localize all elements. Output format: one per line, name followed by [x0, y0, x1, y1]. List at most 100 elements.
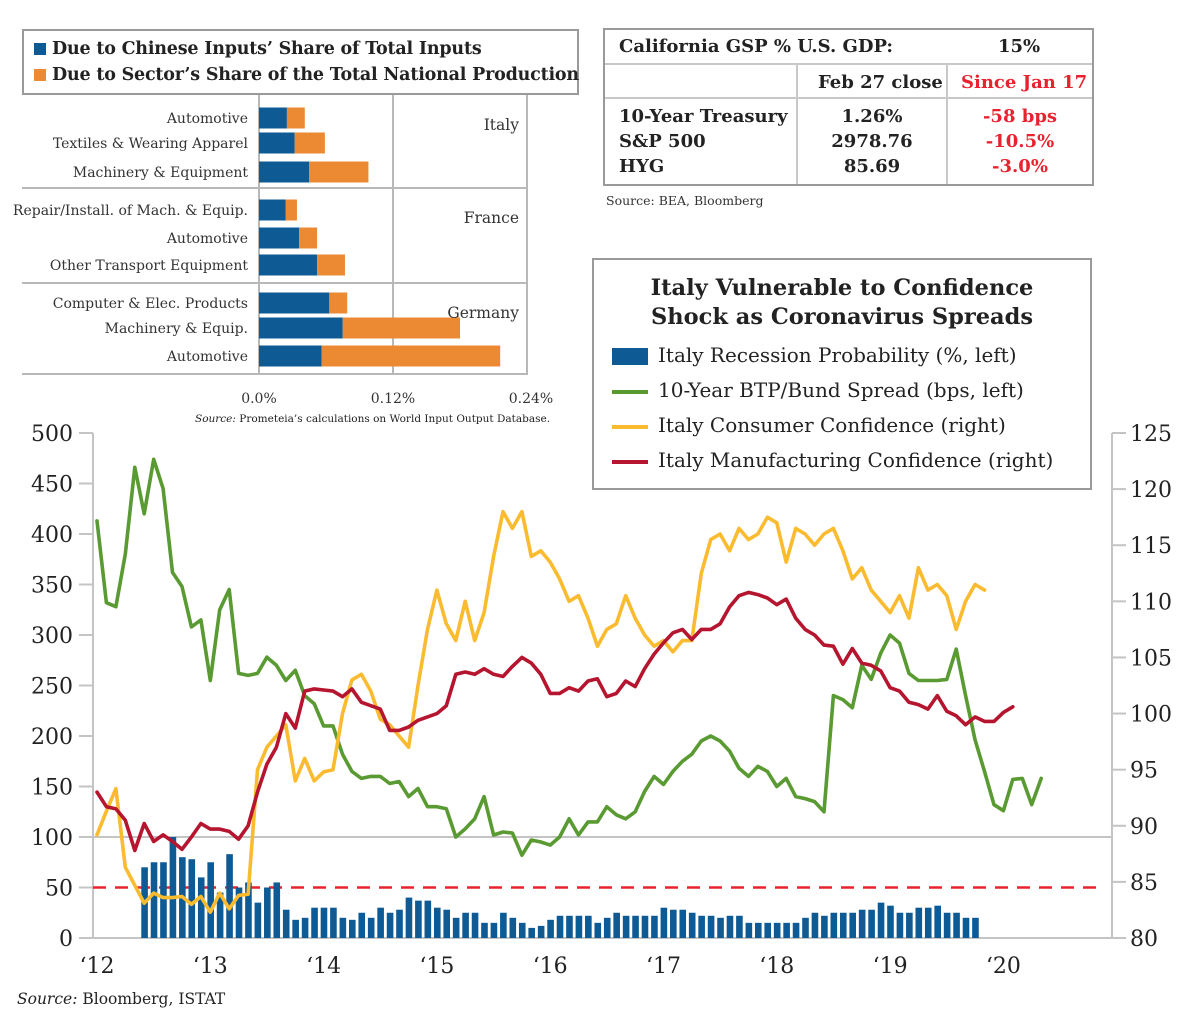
source-label: Source:: [195, 413, 236, 425]
recession-probability-bar: [972, 917, 979, 938]
recession-probability-bar: [594, 922, 602, 938]
recession-probability-bar: [386, 912, 394, 938]
recession-probability-bar: [877, 902, 885, 938]
chart-title-line2: Shock as Coronavirus Spreads: [651, 304, 1033, 330]
yellow-line-icon: [612, 424, 648, 429]
orange-square-icon: [34, 69, 46, 81]
x-tick-label: ‘15: [419, 954, 454, 979]
manufacturing-confidence-line: [95, 590, 1015, 853]
legend-label: Italy Manufacturing Confidence (right): [658, 448, 1054, 472]
recession-probability-bar: [821, 915, 828, 938]
category-label: Automotive: [166, 231, 248, 247]
recession-probability-bar: [377, 907, 384, 938]
recession-probability-bar: [235, 887, 243, 938]
recession-probability-bar: [896, 912, 904, 938]
recession-probability-bar: [566, 915, 573, 938]
legend-item-recession: Italy Recession Probability (%, left): [612, 343, 1017, 367]
recession-probability-bar: [396, 909, 403, 938]
right-tick-label: 120: [1130, 478, 1172, 503]
red-line-icon: [612, 459, 648, 464]
recession-probability-bar: [622, 915, 630, 938]
right-tick-label: 105: [1130, 646, 1172, 671]
country-label: France: [464, 209, 519, 227]
recession-probability-bar: [339, 917, 347, 938]
x-tick-label: ‘16: [533, 954, 568, 979]
row-change: -10.5%: [985, 131, 1055, 152]
right-tick-label: 115: [1130, 534, 1172, 559]
recession-probability-bar: [641, 915, 649, 938]
legend-item-consumer: Italy Consumer Confidence (right): [612, 413, 1006, 437]
recession-probability-bar: [245, 882, 252, 938]
row-name: HYG: [619, 156, 665, 177]
category-label: Other Transport Equipment: [50, 258, 249, 274]
x-tick-label: 0.24%: [509, 391, 553, 407]
recession-probability-bar: [443, 909, 451, 938]
right-tick-label: 125: [1130, 422, 1172, 447]
bar-chinese-inputs: [259, 107, 287, 129]
bar-sector-share: [342, 317, 460, 339]
recession-probability-bar: [528, 927, 535, 938]
recession-probability-bar: [264, 887, 271, 938]
recession-probability-bar: [509, 917, 517, 938]
bar-sector-share: [285, 199, 297, 221]
legend-label: Italy Consumer Confidence (right): [658, 413, 1006, 437]
recession-probability-bar: [736, 915, 743, 938]
left-tick-label: 400: [31, 523, 73, 548]
bar-chinese-inputs: [259, 199, 286, 221]
recession-probability-bar: [207, 862, 214, 938]
recession-probability-bar: [292, 919, 299, 938]
left-tick-label: 450: [31, 473, 73, 498]
recession-probability-bar: [783, 922, 790, 938]
source-label: Source:: [17, 990, 78, 1008]
bar-sector-share: [286, 107, 305, 129]
col-header-change: Since Jan 17: [961, 72, 1088, 93]
recession-probability-bar: [924, 907, 932, 938]
recession-probability-bar: [839, 912, 847, 938]
market-table: California GSP % U.S. GDP: 15% Feb 27 cl…: [603, 28, 1094, 186]
recession-probability-bar: [887, 905, 894, 938]
legend-item-chinese-inputs: Due to Chinese Inputs’ Share of Total In…: [34, 39, 482, 59]
x-tick-label: ‘13: [193, 954, 228, 979]
legend-item-manufacturing: Italy Manufacturing Confidence (right): [612, 448, 1053, 472]
recession-probability-bar: [943, 912, 951, 938]
bar-sector-share: [294, 132, 325, 154]
recession-probability-bar: [273, 882, 281, 938]
bar-sector-share: [309, 161, 369, 183]
bar-chinese-inputs: [259, 161, 310, 183]
bar-chinese-inputs: [259, 227, 300, 249]
recession-probability-bar: [717, 917, 724, 938]
recession-probability-bar: [254, 902, 262, 938]
recession-probability-bar: [320, 907, 328, 938]
recession-probability-bar: [754, 922, 762, 938]
right-tick-label: 85: [1130, 871, 1158, 896]
recession-probability-bar: [349, 919, 356, 938]
x-tick-label: ‘20: [986, 954, 1021, 979]
recession-probability-bar: [500, 912, 507, 938]
recession-probability-bar: [160, 862, 167, 938]
x-tick-label: ‘17: [646, 954, 681, 979]
category-label: Computer & Elec. Products: [53, 296, 248, 312]
source-text: Prometeia’s calculations on World Input …: [235, 413, 551, 425]
x-tick-label: 0.12%: [371, 391, 415, 407]
recession-probability-bar: [660, 907, 668, 938]
recession-probability-bar: [216, 892, 224, 938]
recession-probability-bar: [518, 922, 526, 938]
recession-probability-bar: [424, 900, 432, 938]
country-label: Italy: [484, 116, 520, 134]
recession-probability-bar: [906, 912, 913, 938]
right-tick-label: 90: [1130, 815, 1158, 840]
recession-probability-bar: [698, 915, 705, 938]
left-tick-label: 0: [59, 927, 73, 952]
recession-probability-bar: [415, 900, 422, 938]
recession-probability-bar: [613, 912, 620, 938]
col-header-close: Feb 27 close: [818, 72, 943, 93]
x-tick-label: ‘14: [306, 954, 341, 979]
category-label: Textiles & Wearing Apparel: [53, 136, 249, 152]
category-label: Machinery & Equipment: [73, 165, 248, 181]
recession-probability-bar: [490, 922, 498, 938]
bar-chart-source: Source: Prometeia’s calculations on Worl…: [195, 413, 550, 425]
recession-probability-bar: [575, 915, 583, 938]
bar-chart-legend: Due to Chinese Inputs’ Share of Total In…: [22, 29, 579, 95]
recession-probability-bar: [197, 877, 205, 938]
